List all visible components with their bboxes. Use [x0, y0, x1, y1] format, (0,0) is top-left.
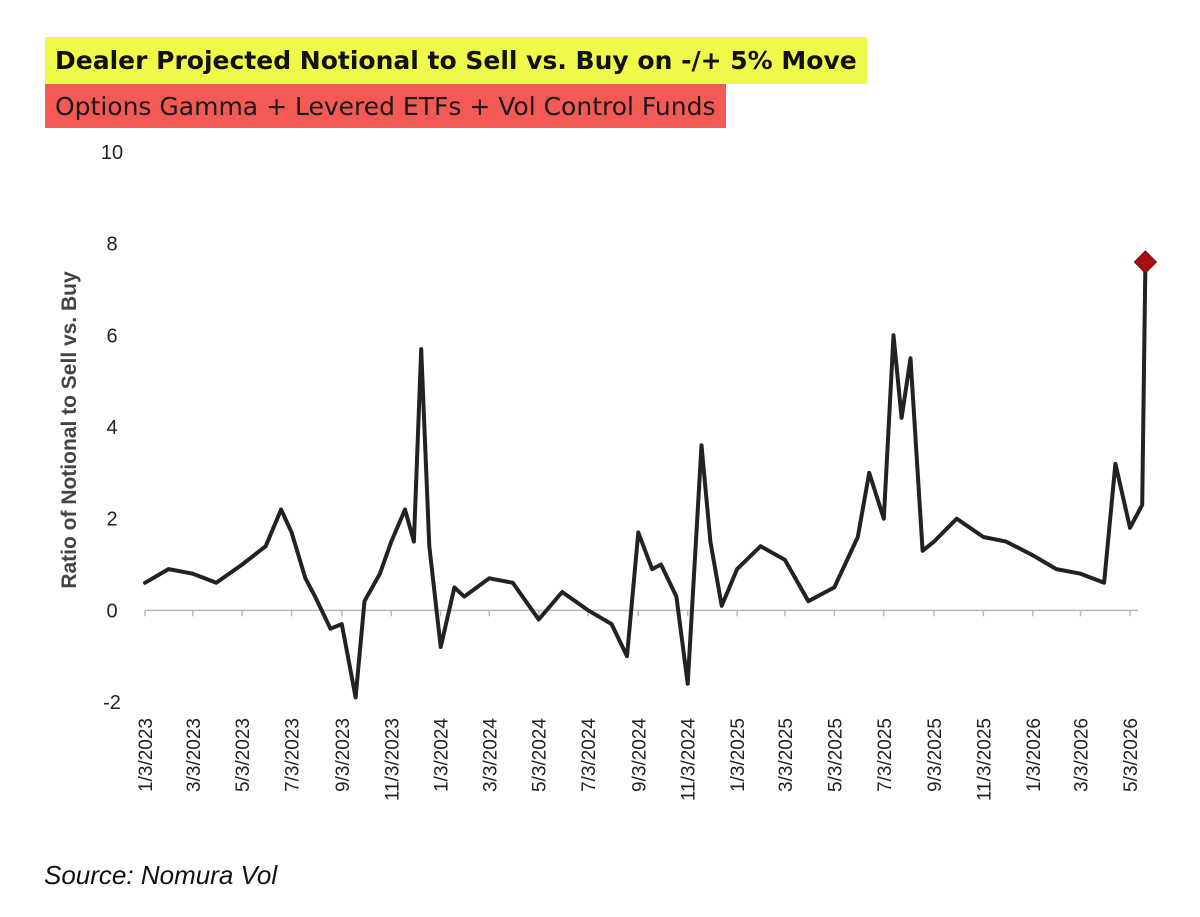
- chart-title: Dealer Projected Notional to Sell vs. Bu…: [45, 37, 867, 84]
- x-tick-label: 9/3/2025: [925, 718, 946, 792]
- x-tick-label: 1/3/2026: [1024, 718, 1045, 792]
- x-tick-label: 9/3/2024: [629, 718, 650, 792]
- x-tick-label: 5/3/2026: [1121, 718, 1142, 792]
- x-tick-label: 3/3/2023: [184, 718, 205, 792]
- x-tick-label: 1/3/2024: [432, 718, 453, 792]
- series-line: [143, 260, 1148, 700]
- x-tick-label: 3/3/2026: [1072, 718, 1093, 792]
- x-tick-label: 3/3/2024: [480, 718, 501, 792]
- latest-point-marker: [1133, 250, 1158, 274]
- y-tick-label: 8: [106, 234, 117, 256]
- x-tick-label: 5/3/2024: [530, 718, 551, 792]
- x-tick-label: 11/3/2025: [974, 718, 995, 801]
- chart-subtitle: Options Gamma + Levered ETFs + Vol Contr…: [45, 84, 726, 128]
- x-tick-label: 1/3/2023: [136, 718, 157, 792]
- y-axis-label: Ratio of Notional to Sell vs. Buy: [58, 271, 81, 589]
- y-tick-label: 2: [106, 509, 117, 531]
- source-note: Source: Nomura Vol: [44, 860, 278, 890]
- x-tick-label: 9/3/2023: [333, 718, 354, 792]
- x-tick-label: 11/3/2024: [679, 718, 700, 802]
- y-tick-label: 6: [106, 325, 117, 347]
- y-tick-label: 10: [101, 142, 123, 164]
- x-tick-label: 7/3/2025: [875, 718, 896, 792]
- x-tick-label: 5/3/2025: [825, 718, 846, 792]
- x-tick-label: 3/3/2025: [776, 718, 797, 792]
- x-tick-label: 11/3/2023: [382, 718, 403, 801]
- y-tick-label: -2: [103, 692, 121, 714]
- x-tick-label: 5/3/2023: [233, 718, 254, 792]
- y-tick-label: 0: [106, 600, 117, 622]
- x-tick-label: 7/3/2024: [579, 718, 600, 792]
- y-tick-label: 4: [106, 417, 117, 439]
- x-tick-label: 7/3/2023: [283, 718, 304, 792]
- x-tick-label: 1/3/2025: [728, 718, 749, 792]
